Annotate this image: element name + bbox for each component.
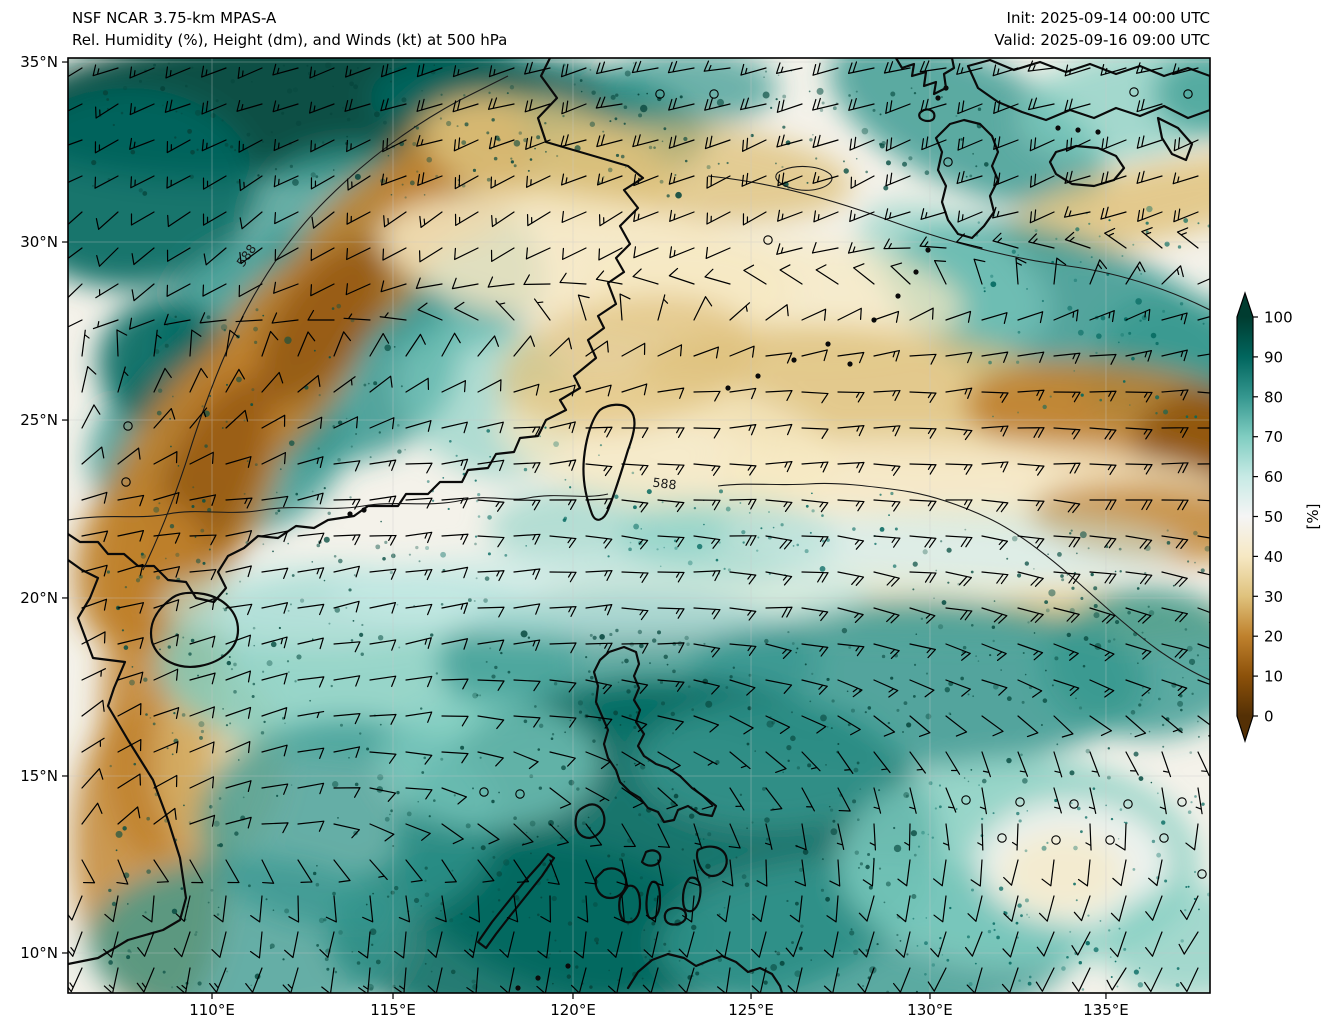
calm-wind-circle: [479, 787, 489, 797]
calm-wind-circle: [1197, 869, 1207, 879]
y-tick-label: 15°N: [20, 767, 58, 785]
map-border: [67, 57, 1211, 994]
x-tick-label: 115°E: [370, 1001, 416, 1019]
colorbar-tick-label: 80: [1264, 388, 1283, 406]
colorbar-tick-label: 10: [1264, 668, 1283, 686]
colorbar-tick-label: 40: [1264, 548, 1283, 566]
x-tick-label: 120°E: [550, 1001, 596, 1019]
colorbar-arrow-bottom: [1237, 716, 1253, 741]
humidity-field: [68, 58, 1210, 993]
calm-wind-circle: [515, 789, 525, 799]
run-times: Init: 2025-09-14 00:00 UTC Valid: 2025-09…: [994, 7, 1210, 51]
calm-wind-circle: [943, 157, 953, 167]
colorbar-tick-label: 100: [1264, 309, 1293, 327]
contour-label: 588: [652, 475, 678, 493]
calm-wind-circle: [1159, 833, 1169, 843]
colorbar-unit-label: [%]: [1304, 504, 1322, 530]
figure-title: NSF NCAR 3.75-km MPAS-A Rel. Humidity (%)…: [72, 7, 507, 51]
calm-wind-circle: [1051, 835, 1061, 845]
valid-time: Valid: 2025-09-16 09:00 UTC: [994, 31, 1210, 49]
calm-wind-circle: [997, 833, 1007, 843]
x-tick-label: 125°E: [728, 1001, 774, 1019]
calm-wind-circle: [763, 235, 773, 245]
height-contours: [68, 75, 1210, 681]
calm-wind-circle: [709, 89, 719, 99]
init-time: Init: 2025-09-14 00:00 UTC: [1006, 9, 1210, 27]
coastlines: [68, 58, 1210, 993]
calm-wind-circle: [1177, 797, 1187, 807]
axes: 110°E 115°E 120°E 125°E 130°E 135°E 35°N 30°N 25…: [20, 53, 1211, 1019]
calm-wind-circle: [1015, 797, 1025, 807]
calm-wind-circle: [655, 89, 665, 99]
colorbar-tick-label: 0: [1264, 708, 1274, 726]
colorbar-tick-label: 60: [1264, 468, 1283, 486]
colorbar-tick-label: 20: [1264, 628, 1283, 646]
calm-wind-circle: [1105, 835, 1115, 845]
colorbar-tick-label: 70: [1264, 428, 1283, 446]
x-tick-label: 135°E: [1083, 1001, 1129, 1019]
y-tick-label: 10°N: [20, 944, 58, 962]
calm-wind-circle: [121, 477, 131, 487]
x-tick-label: 110°E: [189, 1001, 235, 1019]
calm-wind-circle: [1183, 89, 1193, 99]
y-tick-label: 30°N: [20, 233, 58, 251]
colorbar-tick-label: 90: [1264, 348, 1283, 366]
wind-barbs: [68, 60, 1210, 993]
calm-wind-circle: [123, 421, 133, 431]
calm-wind-circle: [1069, 799, 1079, 809]
x-tick-label: 130°E: [907, 1001, 953, 1019]
colorbar-tick-label: 50: [1264, 508, 1283, 526]
colorbar-arrow-top: [1237, 293, 1253, 317]
colorbar-gradient: [1237, 317, 1253, 716]
y-tick-label: 35°N: [20, 53, 58, 71]
calm-wind-circle: [1123, 799, 1133, 809]
y-tick-label: 20°N: [20, 589, 58, 607]
y-tick-label: 25°N: [20, 411, 58, 429]
colorbar-tick-label: 30: [1264, 588, 1283, 606]
calm-wind-circle: [1129, 87, 1139, 97]
colorbar: 0 10 20 30 40 50 60 70 80 90 100 [%]: [1236, 291, 1322, 743]
graticule: [68, 58, 1210, 993]
field-description: Rel. Humidity (%), Height (dm), and Wind…: [72, 31, 508, 49]
model-name: NSF NCAR 3.75-km MPAS-A: [72, 9, 277, 27]
calm-wind-circle: [961, 795, 971, 805]
